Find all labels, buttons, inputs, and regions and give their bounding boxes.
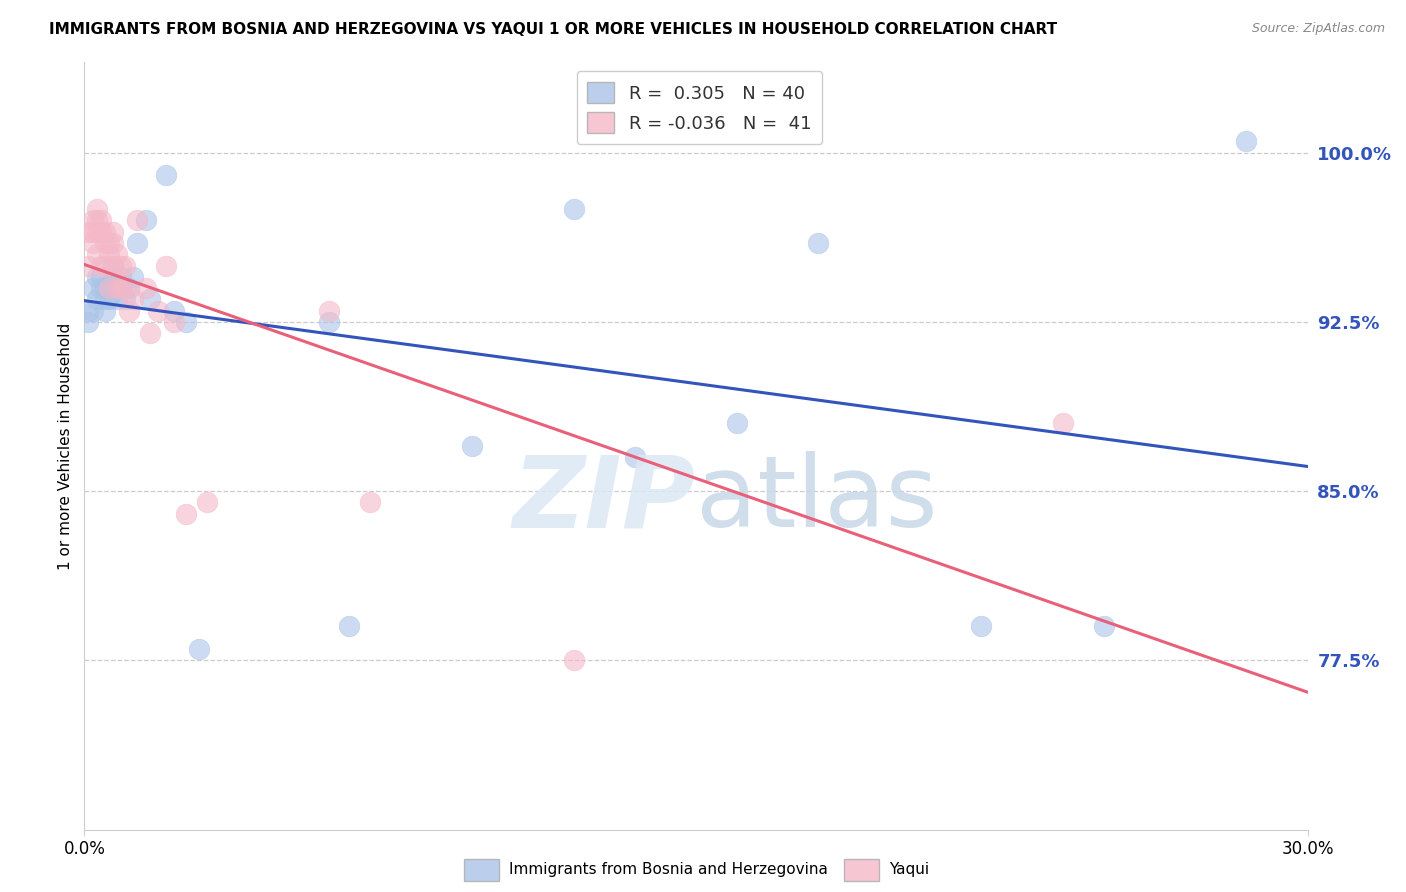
Point <box>101 269 124 284</box>
Point <box>1236 135 1258 149</box>
Point <box>90 225 112 239</box>
Point <box>110 269 132 284</box>
Point <box>77 303 100 318</box>
Point <box>174 315 197 329</box>
Text: Immigrants from Bosnia and Herzegovina: Immigrants from Bosnia and Herzegovina <box>509 863 828 877</box>
Point <box>86 293 108 307</box>
Point <box>114 281 136 295</box>
Point <box>318 303 340 318</box>
Point <box>118 303 141 318</box>
Point <box>155 259 177 273</box>
Text: ZIP: ZIP <box>513 451 696 549</box>
Point <box>114 259 136 273</box>
Point <box>114 293 136 307</box>
Point <box>118 281 141 295</box>
Point <box>155 168 177 182</box>
Point <box>93 303 115 318</box>
Point <box>1092 619 1115 633</box>
Point <box>101 281 124 295</box>
Point <box>187 642 209 657</box>
Point <box>105 293 128 307</box>
Point <box>1052 417 1074 431</box>
Point <box>97 293 120 307</box>
Point <box>101 235 124 250</box>
Point <box>970 619 993 633</box>
Point <box>90 281 112 295</box>
Point <box>105 281 128 295</box>
Point <box>146 303 169 318</box>
Point <box>105 281 128 295</box>
Point <box>105 247 128 261</box>
Text: Yaqui: Yaqui <box>889 863 929 877</box>
Point <box>90 269 112 284</box>
Text: IMMIGRANTS FROM BOSNIA AND HERZEGOVINA VS YAQUI 1 OR MORE VEHICLES IN HOUSEHOLD : IMMIGRANTS FROM BOSNIA AND HERZEGOVINA V… <box>49 22 1057 37</box>
Point <box>86 225 108 239</box>
Point <box>101 259 124 273</box>
Point <box>562 202 585 216</box>
Text: Source: ZipAtlas.com: Source: ZipAtlas.com <box>1251 22 1385 36</box>
Point <box>624 450 647 465</box>
Point <box>127 213 149 227</box>
Point <box>318 315 340 329</box>
Point <box>82 235 104 250</box>
Point <box>110 281 132 295</box>
Point <box>97 281 120 295</box>
Point <box>77 315 100 329</box>
Point <box>122 269 145 284</box>
Point <box>127 235 149 250</box>
Point <box>90 259 112 273</box>
Point <box>90 213 112 227</box>
Point <box>93 225 115 239</box>
Point <box>97 247 120 261</box>
Point <box>163 315 186 329</box>
Point <box>138 326 160 341</box>
Point <box>101 225 124 239</box>
Legend: R =  0.305   N = 40, R = -0.036   N =  41: R = 0.305 N = 40, R = -0.036 N = 41 <box>576 71 823 144</box>
Point <box>339 619 361 633</box>
Point <box>138 293 160 307</box>
Point <box>461 439 484 453</box>
Point <box>359 495 381 509</box>
Point <box>77 259 100 273</box>
Point <box>135 281 157 295</box>
Point <box>807 235 830 250</box>
Point <box>82 303 104 318</box>
Point <box>93 259 115 273</box>
Point <box>135 213 157 227</box>
Point <box>86 213 108 227</box>
Point <box>77 225 100 239</box>
Point <box>86 202 108 216</box>
Point <box>82 281 104 295</box>
Point <box>97 235 120 250</box>
Point <box>86 247 108 261</box>
Point <box>562 653 585 667</box>
Point <box>86 269 108 284</box>
Point <box>93 235 115 250</box>
Point <box>110 281 132 295</box>
Point <box>110 259 132 273</box>
Point <box>97 281 120 295</box>
Point <box>163 303 186 318</box>
Point <box>101 259 124 273</box>
Point <box>174 507 197 521</box>
Point <box>82 213 104 227</box>
Point <box>82 225 104 239</box>
Point <box>93 293 115 307</box>
Point <box>725 417 748 431</box>
Y-axis label: 1 or more Vehicles in Household: 1 or more Vehicles in Household <box>58 322 73 570</box>
Point <box>195 495 218 509</box>
Point <box>93 281 115 295</box>
Point <box>122 293 145 307</box>
Text: atlas: atlas <box>696 451 938 549</box>
